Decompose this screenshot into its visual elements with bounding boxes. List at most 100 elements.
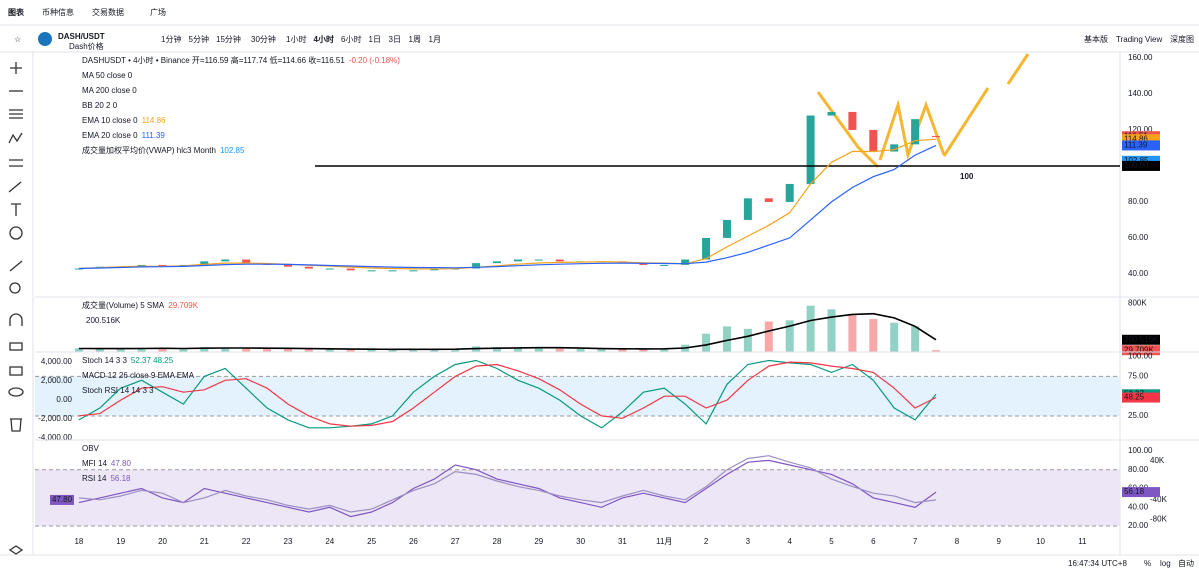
x-tick-label: 29 bbox=[534, 537, 543, 546]
tool-lock-draw[interactable] bbox=[9, 342, 23, 351]
legend: DASHUSDT • 4小时 • Binance 开=116.59 高=117.… bbox=[82, 55, 400, 65]
timeframe[interactable]: 5分钟 bbox=[189, 34, 209, 44]
volume-bar bbox=[242, 348, 251, 352]
y-tick-label: 80.00 bbox=[1128, 197, 1149, 206]
x-tick-label: 18 bbox=[74, 537, 83, 546]
x-tick-label: 11 bbox=[1078, 537, 1087, 546]
candle bbox=[702, 237, 711, 260]
legend: 成交量(Volume) 5 SMA 29.709K bbox=[82, 300, 199, 310]
candle bbox=[848, 111, 857, 130]
candle bbox=[806, 115, 815, 184]
volume-bar bbox=[325, 348, 334, 352]
timeframe[interactable]: 6小时 bbox=[341, 34, 361, 44]
legend: MA 200 close 0 bbox=[82, 86, 137, 95]
candle bbox=[74, 268, 83, 270]
candle bbox=[304, 266, 313, 269]
drawn-arrows bbox=[816, 53, 1030, 169]
price-tag bbox=[1122, 155, 1160, 166]
volume-bar bbox=[555, 348, 564, 352]
y-tick-label: 120.00 bbox=[1128, 125, 1153, 134]
volume-bar bbox=[263, 348, 272, 352]
tool-cross[interactable] bbox=[10, 62, 22, 74]
tool-brush[interactable] bbox=[8, 181, 22, 193]
price-tag-label: 102.85 bbox=[1124, 156, 1149, 165]
legend-text: MA 200 close 0 bbox=[82, 86, 137, 95]
tool-lock[interactable] bbox=[9, 366, 23, 376]
price-tag bbox=[50, 494, 74, 505]
x-tick-label: 9 bbox=[997, 537, 1002, 546]
annotation: 100 bbox=[960, 172, 974, 181]
price-tag-label: 48.25 bbox=[1124, 393, 1145, 402]
volume-bar bbox=[597, 349, 606, 352]
y-tick-label: 20.00 bbox=[1128, 521, 1149, 530]
timeframe[interactable]: 1日 bbox=[369, 35, 381, 44]
y-tick-label: 160.00 bbox=[1128, 53, 1153, 62]
tool-fib[interactable] bbox=[9, 159, 23, 167]
volume-bar bbox=[430, 349, 439, 352]
tool-channel[interactable] bbox=[9, 109, 23, 119]
status-auto[interactable]: 自动 bbox=[1178, 558, 1194, 568]
top-bar bbox=[0, 0, 1199, 25]
timeframe[interactable]: 1分钟 bbox=[161, 34, 181, 44]
tool-trash[interactable] bbox=[10, 418, 22, 432]
arrow bbox=[816, 91, 880, 169]
y2-tick-label: 40K bbox=[1150, 456, 1165, 465]
timeframe[interactable]: 3日 bbox=[389, 35, 401, 44]
timeframe[interactable]: 15分钟 bbox=[216, 34, 241, 44]
legend-text: MACD 12 26 close 9 EMA EMA bbox=[82, 371, 195, 380]
price-tag bbox=[1122, 160, 1160, 171]
timeframe[interactable]: 1月 bbox=[429, 35, 441, 44]
tool-eye[interactable] bbox=[8, 387, 24, 397]
status-time: 16:47:34 UTC+8 bbox=[1068, 559, 1127, 568]
price-tag bbox=[1122, 392, 1160, 403]
timeframe[interactable]: 4小时 bbox=[314, 34, 334, 44]
legend-value: 29.709K bbox=[168, 301, 198, 310]
legend-text: MFI 14 bbox=[82, 459, 107, 468]
tab[interactable]: 图表 bbox=[8, 7, 25, 17]
timeframe[interactable]: 30分钟 bbox=[251, 34, 276, 44]
timeframe[interactable]: 1小时 bbox=[286, 34, 306, 44]
tool-text[interactable] bbox=[11, 203, 21, 216]
price-tag-label: 100.00 bbox=[1124, 161, 1149, 170]
legend-value: 111.39 bbox=[142, 131, 166, 140]
tool-magnet[interactable] bbox=[9, 313, 23, 326]
tool-zoom[interactable] bbox=[9, 282, 21, 294]
status-log[interactable]: log bbox=[1160, 559, 1171, 568]
volume-bar bbox=[639, 348, 648, 352]
view-option[interactable]: 深度图 bbox=[1170, 34, 1194, 44]
candle bbox=[346, 268, 355, 271]
legend: OBV bbox=[82, 444, 100, 453]
tab[interactable]: 交易数据 bbox=[92, 7, 124, 17]
candle bbox=[534, 259, 543, 261]
subtitle: Dash价格 bbox=[69, 41, 104, 51]
view-option[interactable]: 基本版 bbox=[1084, 34, 1108, 44]
x-tick-label: 10 bbox=[1036, 537, 1045, 546]
candle bbox=[764, 198, 773, 202]
tool-ruler[interactable] bbox=[9, 260, 23, 272]
price-tag bbox=[1122, 345, 1160, 356]
star[interactable]: ☆ bbox=[14, 35, 21, 44]
view-option[interactable]: Trading View bbox=[1116, 35, 1162, 44]
candle bbox=[639, 263, 648, 265]
tool-layers[interactable] bbox=[8, 545, 24, 555]
series-line bbox=[78, 459, 937, 518]
tool-emoji[interactable] bbox=[9, 226, 23, 240]
legend-text: MA 50 close 0 bbox=[82, 71, 133, 80]
volume-bar bbox=[451, 348, 460, 352]
volume-bar bbox=[283, 348, 292, 352]
candle bbox=[283, 264, 292, 267]
band bbox=[35, 376, 1120, 416]
volume-bar bbox=[513, 347, 522, 352]
status-percent[interactable]: % bbox=[1144, 559, 1151, 568]
price-tag bbox=[1122, 134, 1160, 145]
tool-pattern[interactable] bbox=[8, 132, 23, 144]
volume-bar bbox=[304, 349, 313, 352]
candle bbox=[785, 183, 794, 202]
arrow bbox=[1006, 53, 1030, 85]
timeframe[interactable]: 1周 bbox=[409, 35, 421, 44]
tab[interactable]: 币种信息 bbox=[42, 7, 74, 17]
tab[interactable]: 广场 bbox=[150, 7, 166, 17]
series-line bbox=[78, 144, 937, 270]
candle bbox=[911, 119, 920, 145]
legend: 成交量加权平均价(VWAP) hlc3 Month 102.85 bbox=[82, 145, 245, 155]
